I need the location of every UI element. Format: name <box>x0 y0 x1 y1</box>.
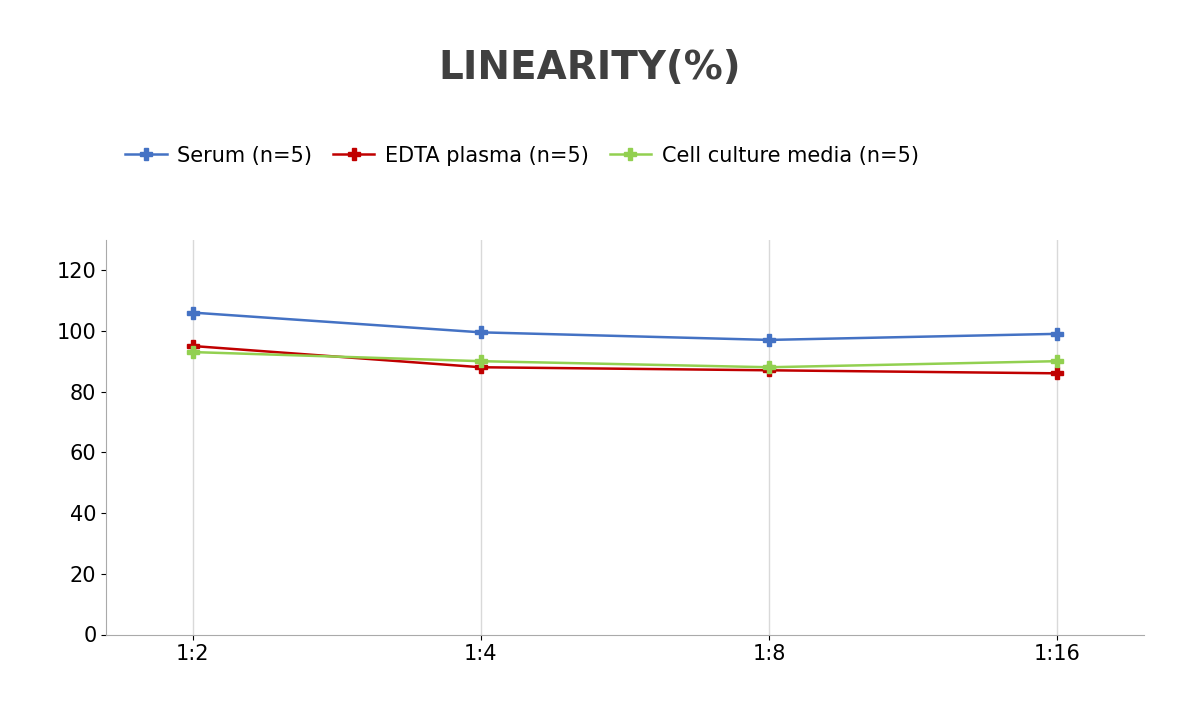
EDTA plasma (n=5) <box>1050 369 1065 378</box>
Line: EDTA plasma (n=5): EDTA plasma (n=5) <box>186 340 1063 379</box>
EDTA plasma (n=5) <box>762 366 776 374</box>
Serum (n=5) <box>762 336 776 344</box>
Text: LINEARITY(%): LINEARITY(%) <box>439 49 740 87</box>
EDTA plasma (n=5) <box>185 342 199 350</box>
Line: Cell culture media (n=5): Cell culture media (n=5) <box>186 346 1063 374</box>
EDTA plasma (n=5) <box>474 363 488 372</box>
Cell culture media (n=5) <box>762 363 776 372</box>
Cell culture media (n=5) <box>1050 357 1065 365</box>
Cell culture media (n=5) <box>474 357 488 365</box>
Serum (n=5) <box>185 308 199 317</box>
Serum (n=5) <box>1050 330 1065 338</box>
Serum (n=5) <box>474 328 488 336</box>
Line: Serum (n=5): Serum (n=5) <box>186 307 1063 346</box>
Legend: Serum (n=5), EDTA plasma (n=5), Cell culture media (n=5): Serum (n=5), EDTA plasma (n=5), Cell cul… <box>117 137 927 174</box>
Cell culture media (n=5) <box>185 348 199 356</box>
